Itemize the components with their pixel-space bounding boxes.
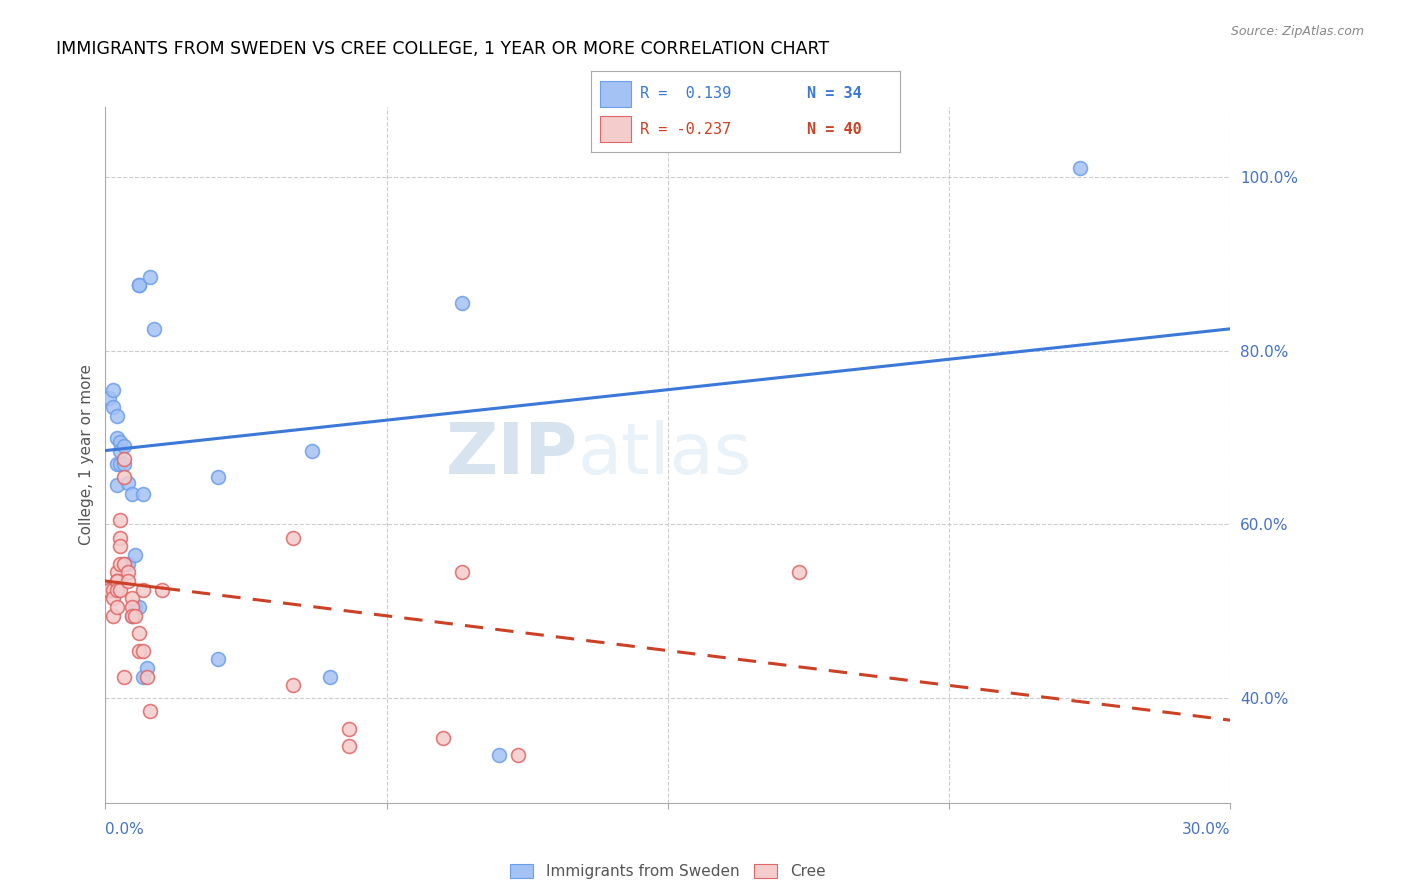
Point: [281, 678, 304, 692]
FancyBboxPatch shape: [600, 116, 631, 142]
Point: [135, 661, 157, 675]
Point: [112, 557, 135, 571]
Point: [128, 643, 150, 657]
Point: [110, 434, 132, 449]
Point: [117, 475, 139, 490]
Point: [432, 731, 454, 745]
Point: [319, 670, 342, 684]
Point: [121, 487, 143, 501]
Point: [105, 582, 128, 597]
Legend: Immigrants from Sweden, Cree: Immigrants from Sweden, Cree: [505, 858, 831, 886]
Point: [117, 557, 139, 571]
Point: [132, 670, 155, 684]
Point: [121, 591, 143, 606]
Point: [124, 608, 146, 623]
Point: [101, 400, 124, 414]
Point: [98, 392, 121, 406]
Point: [128, 626, 150, 640]
Point: [128, 278, 150, 293]
Point: [121, 608, 143, 623]
Point: [135, 670, 157, 684]
Point: [110, 531, 132, 545]
Point: [112, 439, 135, 453]
FancyBboxPatch shape: [600, 81, 631, 107]
Point: [112, 469, 135, 483]
Point: [506, 747, 529, 762]
Point: [101, 582, 124, 597]
Point: [110, 513, 132, 527]
Point: [105, 566, 128, 580]
Point: [488, 747, 510, 762]
Text: ZIP: ZIP: [446, 420, 578, 490]
Point: [110, 582, 132, 597]
Point: [105, 600, 128, 615]
Point: [281, 531, 304, 545]
Text: 30.0%: 30.0%: [1182, 822, 1230, 837]
Point: [105, 478, 128, 492]
Point: [450, 566, 472, 580]
Point: [110, 443, 132, 458]
Point: [337, 739, 360, 754]
Point: [105, 574, 128, 588]
Text: N = 40: N = 40: [807, 121, 862, 136]
Point: [337, 722, 360, 736]
Point: [1069, 161, 1091, 175]
Point: [98, 582, 121, 597]
Text: R = -0.237: R = -0.237: [640, 121, 731, 136]
Point: [128, 600, 150, 615]
Point: [132, 582, 155, 597]
Point: [787, 566, 810, 580]
Point: [450, 295, 472, 310]
Text: 0.0%: 0.0%: [105, 822, 145, 837]
Y-axis label: College, 1 year or more: College, 1 year or more: [79, 365, 94, 545]
Point: [112, 557, 135, 571]
Point: [101, 591, 124, 606]
Point: [105, 574, 128, 588]
Point: [112, 457, 135, 471]
Text: N = 34: N = 34: [807, 87, 862, 102]
Point: [139, 269, 162, 284]
Text: atlas: atlas: [578, 420, 752, 490]
Text: Source: ZipAtlas.com: Source: ZipAtlas.com: [1230, 25, 1364, 38]
Point: [98, 582, 121, 597]
Point: [112, 670, 135, 684]
Point: [110, 539, 132, 553]
Point: [105, 431, 128, 445]
Point: [110, 557, 132, 571]
Point: [132, 487, 155, 501]
Point: [207, 652, 229, 666]
Point: [112, 452, 135, 467]
Point: [132, 643, 155, 657]
Text: IMMIGRANTS FROM SWEDEN VS CREE COLLEGE, 1 YEAR OR MORE CORRELATION CHART: IMMIGRANTS FROM SWEDEN VS CREE COLLEGE, …: [56, 40, 830, 58]
Point: [128, 278, 150, 293]
Point: [117, 574, 139, 588]
Point: [124, 600, 146, 615]
Point: [207, 469, 229, 483]
Point: [101, 608, 124, 623]
Point: [139, 705, 162, 719]
Point: [105, 409, 128, 423]
Point: [143, 322, 166, 336]
Point: [150, 582, 173, 597]
Point: [121, 600, 143, 615]
Point: [105, 457, 128, 471]
Point: [117, 566, 139, 580]
Point: [110, 457, 132, 471]
Text: R =  0.139: R = 0.139: [640, 87, 731, 102]
Point: [301, 443, 323, 458]
Point: [101, 383, 124, 397]
Point: [121, 608, 143, 623]
Point: [124, 548, 146, 562]
